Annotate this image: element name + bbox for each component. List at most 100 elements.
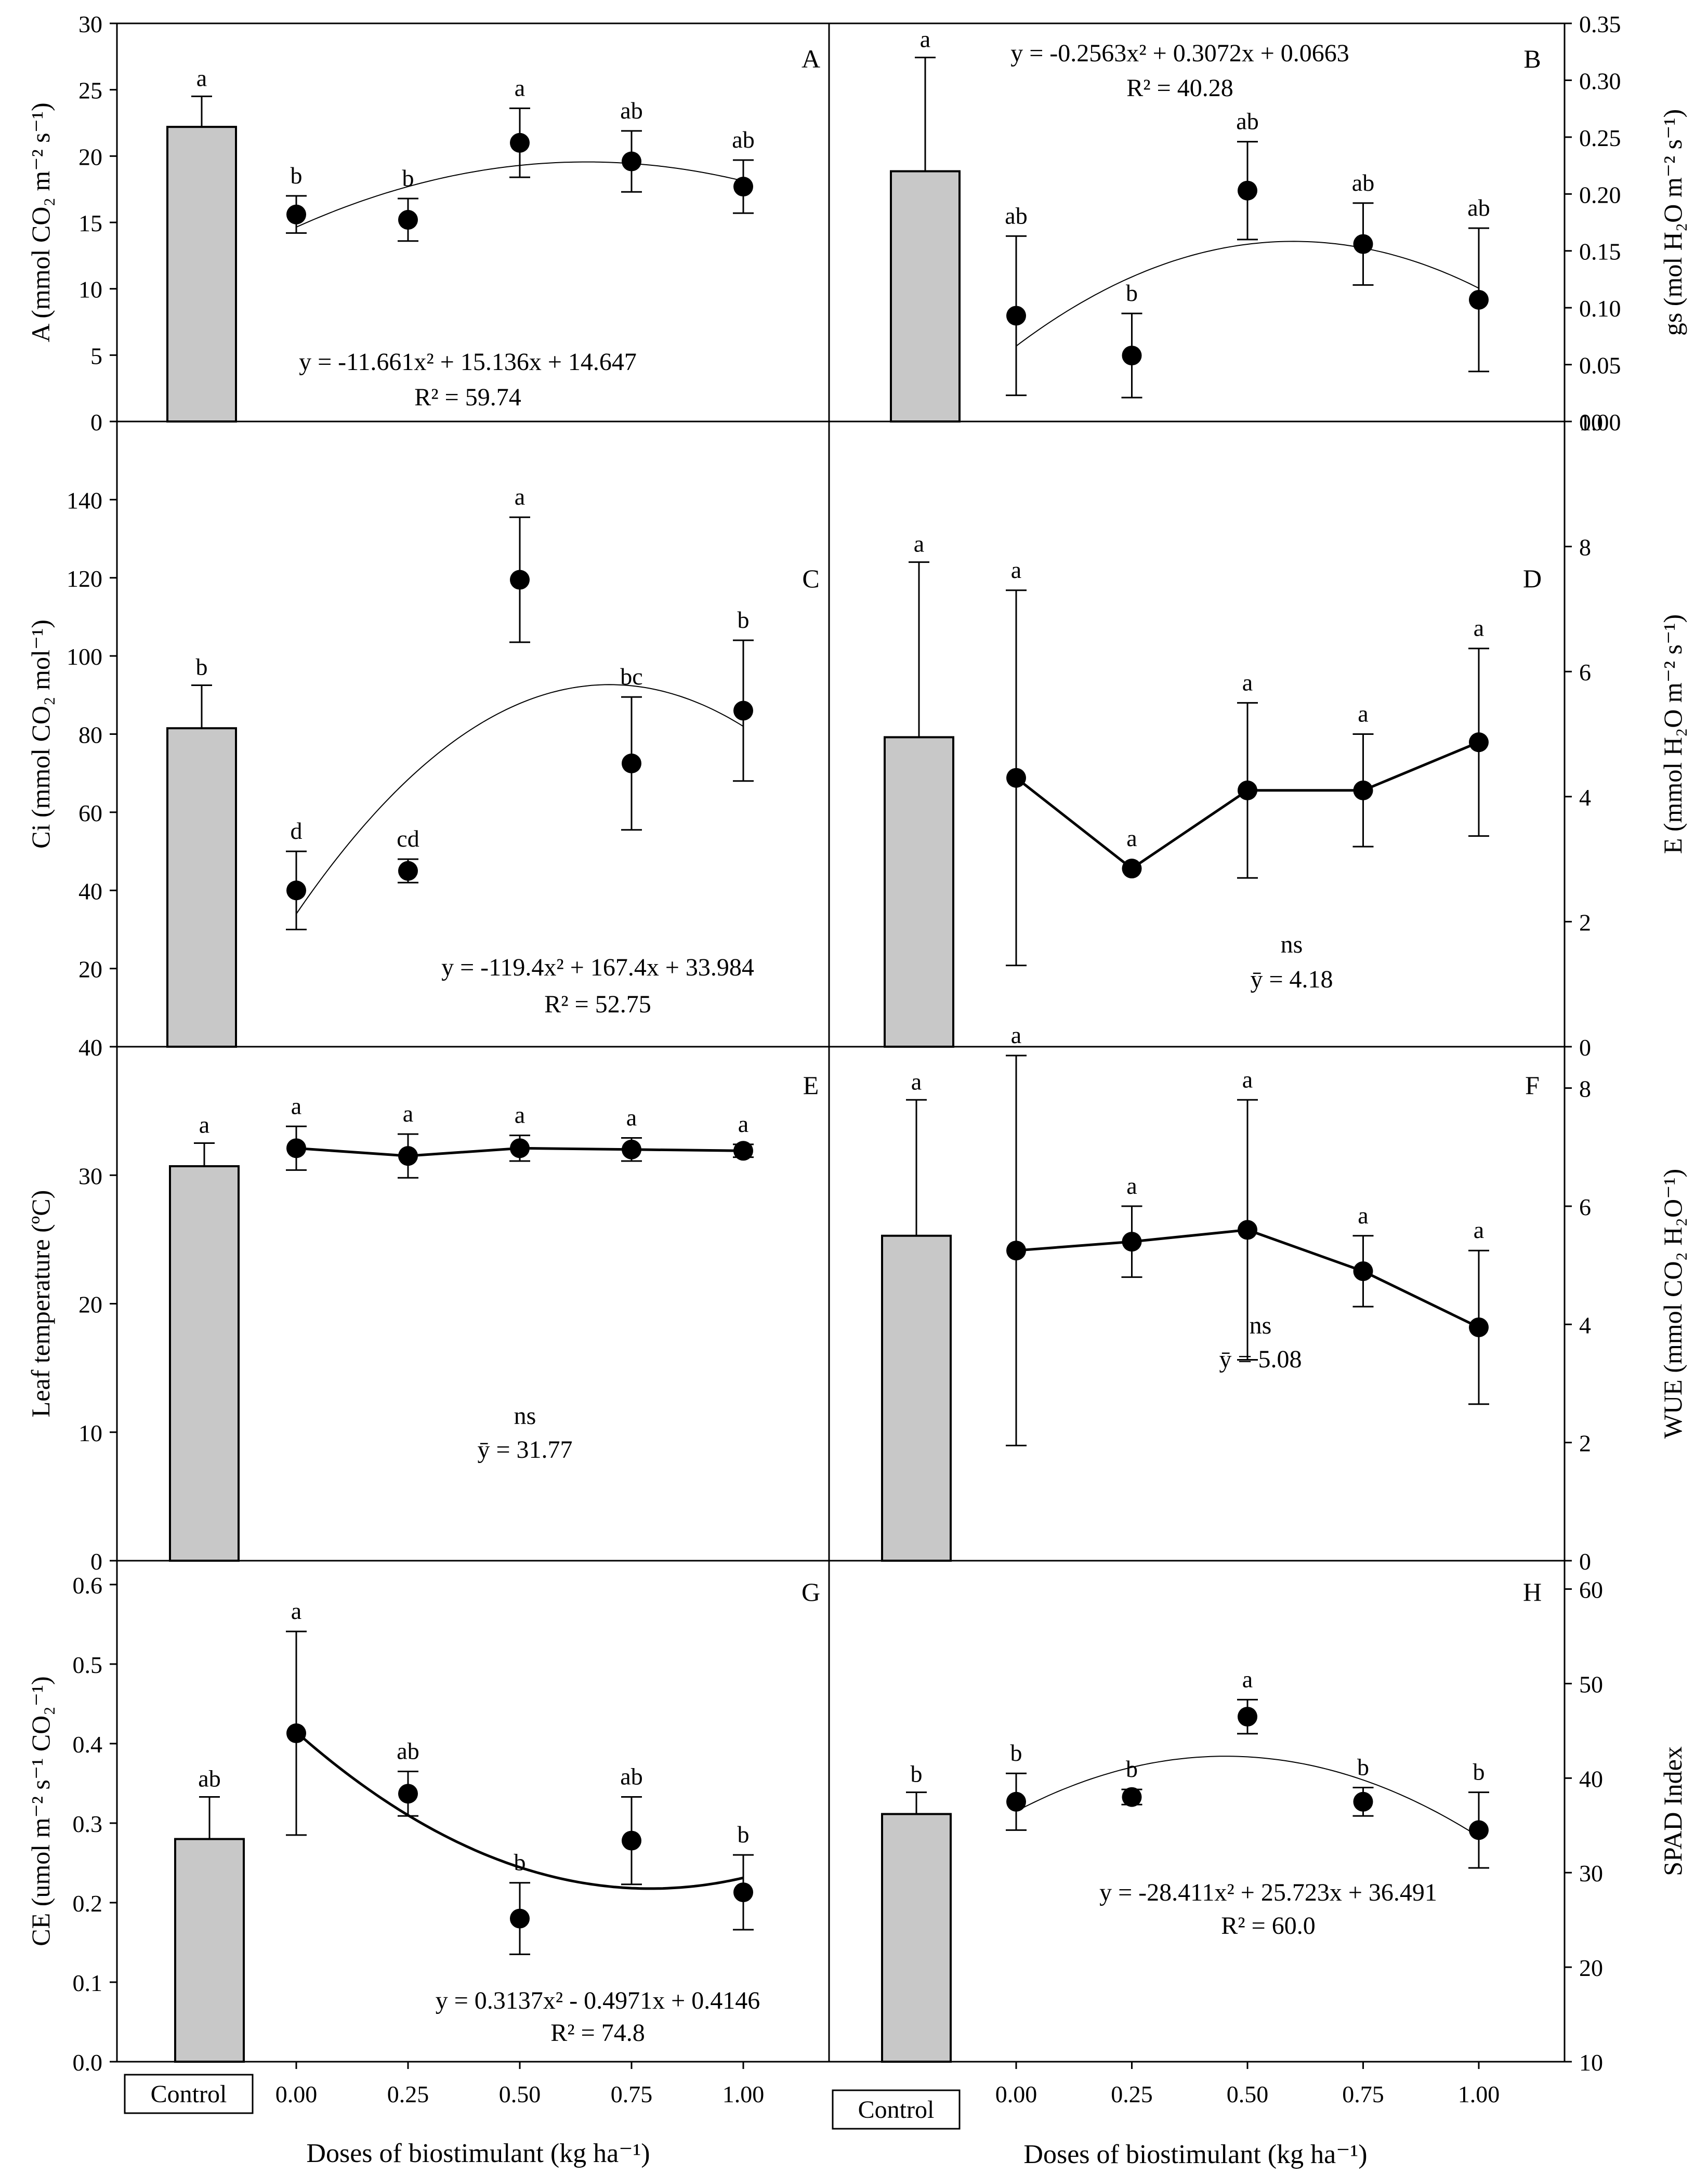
y-tick-label: 0 bbox=[90, 1548, 102, 1575]
control-bar bbox=[884, 736, 954, 1048]
panel-letter: E bbox=[803, 1071, 819, 1100]
y-tick-label: 25 bbox=[78, 77, 102, 104]
data-point bbox=[622, 1830, 641, 1851]
significance-letter: a bbox=[1126, 1172, 1137, 1199]
y-tick-label: 0.25 bbox=[1579, 125, 1621, 151]
significance-letter: a bbox=[515, 1102, 525, 1128]
ns-label: ns bbox=[1250, 1312, 1272, 1339]
significance-letter: b bbox=[1473, 1759, 1485, 1785]
y-tick-label: 10 bbox=[78, 1420, 102, 1446]
panel-letter: D bbox=[1523, 564, 1542, 593]
regression-equation: y = -0.2563x² + 0.3072x + 0.0663 bbox=[1010, 39, 1349, 67]
y-tick-label: 0.35 bbox=[1579, 11, 1621, 37]
x-tick-label: 0.75 bbox=[1342, 2081, 1384, 2107]
significance-letter: a bbox=[291, 1598, 301, 1624]
panel-letter: A bbox=[802, 44, 820, 73]
significance-letter: a bbox=[403, 1100, 413, 1127]
significance-letter: b bbox=[1126, 280, 1138, 306]
significance-letter: ab bbox=[1236, 108, 1258, 135]
panel-e: 0 10 20 30 40 Leaf temperature (ºC) Ea a a a a a ns ȳ… bbox=[26, 1034, 819, 1575]
ns-label: ns bbox=[514, 1402, 536, 1430]
significance-letter: a bbox=[626, 1104, 637, 1131]
mean-label: ȳ = 4.18 bbox=[1250, 966, 1333, 993]
y-tick-label: 6 bbox=[1579, 659, 1591, 686]
control-box-left bbox=[124, 2074, 254, 2114]
y-tick-label: 20 bbox=[78, 1291, 102, 1318]
y-tick-label: 30 bbox=[78, 1163, 102, 1189]
data-point bbox=[1238, 780, 1257, 800]
control-significance-letter: a bbox=[199, 1111, 209, 1138]
y-tick-label: 0 bbox=[1579, 1034, 1591, 1061]
data-point bbox=[1122, 1232, 1142, 1252]
y-tick-label: 30 bbox=[78, 11, 102, 37]
significance-letter: ab bbox=[620, 1763, 642, 1789]
y-tick-label: 100 bbox=[67, 643, 102, 670]
significance-letter: a bbox=[1358, 1202, 1368, 1229]
control-bar bbox=[890, 170, 961, 423]
data-point bbox=[622, 151, 641, 172]
x-tick-label: 0.50 bbox=[499, 2081, 541, 2107]
data-point bbox=[1006, 1791, 1026, 1812]
x-tick-label: 0.50 bbox=[1227, 2081, 1269, 2107]
data-point bbox=[1238, 180, 1257, 201]
data-point bbox=[1006, 306, 1026, 326]
data-point bbox=[398, 209, 418, 230]
y-axis-label: Ci (mmol CO₂ mol⁻¹) bbox=[26, 619, 55, 849]
y-tick-label: 20 bbox=[78, 143, 102, 170]
y-tick-label: 2 bbox=[1579, 909, 1591, 935]
significance-letter: a bbox=[515, 74, 525, 101]
y-tick-label: 60 bbox=[1579, 1577, 1603, 1603]
mean-label: ȳ = 31.77 bbox=[477, 1436, 572, 1464]
data-point bbox=[1469, 1317, 1489, 1337]
y-tick-label: 4 bbox=[1579, 1312, 1591, 1338]
y-tick-label: 10 bbox=[78, 276, 102, 303]
y-tick-label: 0.15 bbox=[1579, 239, 1621, 265]
significance-letter: b bbox=[738, 607, 750, 633]
significance-letter: a bbox=[291, 1092, 301, 1119]
panel-h-frame bbox=[828, 1560, 1566, 2063]
data-point bbox=[510, 1138, 530, 1158]
significance-letter: a bbox=[515, 483, 525, 510]
y-tick-label: 0 bbox=[90, 1034, 102, 1061]
significance-letter: b bbox=[1126, 1756, 1138, 1782]
significance-letter: a bbox=[1358, 701, 1368, 727]
panel-letter: H bbox=[1523, 1577, 1542, 1606]
y-tick-label: 0.2 bbox=[73, 1890, 103, 1917]
r-squared: R² = 74.8 bbox=[550, 2019, 645, 2047]
x-tick-label: 0.75 bbox=[611, 2081, 653, 2107]
y-tick-label: 20 bbox=[1579, 1955, 1603, 1981]
y-tick-label: 20 bbox=[78, 956, 102, 983]
control-bar bbox=[174, 1838, 245, 2063]
regression-curve bbox=[295, 1731, 744, 1890]
significance-letter: b bbox=[738, 1821, 750, 1848]
panel-letter: C bbox=[802, 564, 819, 593]
significance-letter: a bbox=[1242, 1066, 1253, 1092]
regression-equation: y = -28.411x² + 25.723x + 36.491 bbox=[1099, 1879, 1437, 1906]
significance-letter: b bbox=[1357, 1754, 1369, 1781]
y-tick-label: 0.30 bbox=[1579, 68, 1621, 94]
data-point bbox=[510, 1908, 530, 1929]
y-tick-label: 0.20 bbox=[1579, 181, 1621, 208]
significance-letter: a bbox=[1242, 1666, 1253, 1692]
control-bar bbox=[166, 126, 237, 423]
data-point bbox=[733, 1882, 753, 1903]
control-bar bbox=[881, 1234, 952, 1562]
significance-letter: cd bbox=[397, 825, 419, 852]
control-significance-letter: a bbox=[196, 64, 207, 91]
y-axis-label: Leaf temperature (ºC) bbox=[26, 1190, 55, 1417]
panel-d: 0 2 4 6 8 10 E (mmol H₂O m⁻² s⁻¹) Da a a a a a ns ȳ = … bbox=[884, 409, 1687, 1061]
regression-curve bbox=[296, 684, 744, 915]
panel-f: 0 2 4 6 8 WUE (mmol CO₂ H₂O⁻¹) Fa a a a a a ns ȳ = 5.… bbox=[881, 1022, 1687, 1575]
data-point bbox=[286, 1723, 306, 1744]
panel-h: 10 20 30 40 50 60 SPAD Index Hb b b a b b y = -28.411… bbox=[881, 1577, 1687, 2076]
y-tick-label: 120 bbox=[67, 565, 102, 592]
data-point bbox=[1238, 1220, 1257, 1240]
y-tick-label: 0 bbox=[90, 409, 102, 436]
panel-g: 0.0 0.1 0.2 0.3 0.4 0.5 0.6 CE (umol m⁻² s⁻¹ CO… bbox=[26, 1572, 820, 2076]
x-tick-label: 0.25 bbox=[387, 2081, 429, 2107]
y-axis-label: SPAD Index bbox=[1658, 1746, 1687, 1876]
control-significance-letter: ab bbox=[198, 1765, 220, 1791]
significance-letter: d bbox=[291, 818, 303, 844]
data-point bbox=[398, 861, 418, 881]
data-point bbox=[1469, 1820, 1489, 1840]
